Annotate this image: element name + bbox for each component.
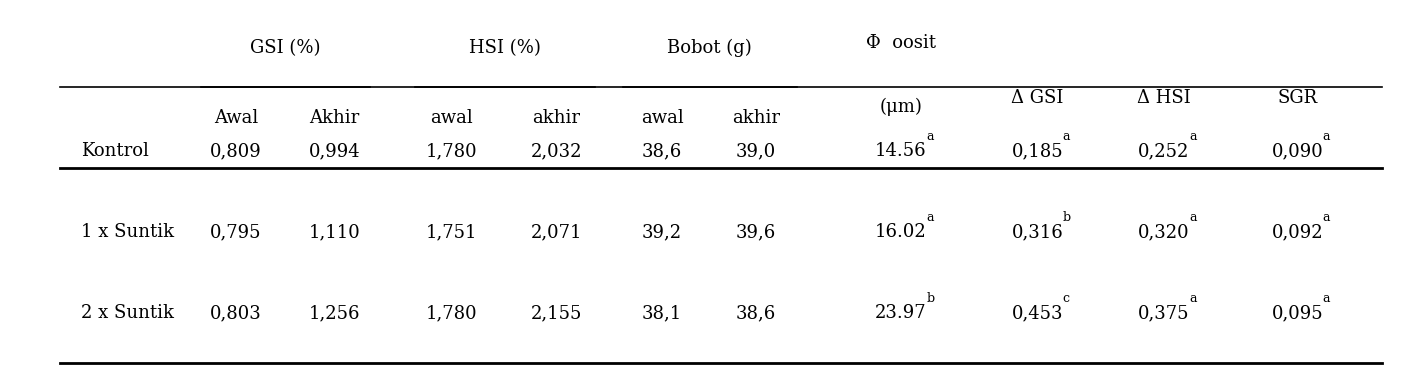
Text: 2,032: 2,032 [530,142,583,160]
Text: 0,185: 0,185 [1011,142,1063,160]
Text: 1,751: 1,751 [426,223,477,241]
Text: b: b [1063,211,1070,224]
Text: 0,320: 0,320 [1138,223,1189,241]
Text: 0,795: 0,795 [211,223,262,241]
Text: a: a [1189,211,1196,224]
Text: 39,0: 39,0 [737,142,776,160]
Text: a: a [1189,130,1196,143]
Text: 38,6: 38,6 [737,304,776,322]
Text: 38,6: 38,6 [642,142,682,160]
Text: (μm): (μm) [880,98,922,116]
Text: 2,071: 2,071 [530,223,583,241]
Text: Kontrol: Kontrol [82,142,150,160]
Text: Δ HSI: Δ HSI [1137,89,1191,107]
Text: a: a [1322,130,1331,143]
Text: Δ GSI: Δ GSI [1011,89,1063,107]
Text: 1,256: 1,256 [308,304,361,322]
Text: 0,453: 0,453 [1011,304,1063,322]
Text: a: a [926,211,933,224]
Text: a: a [1322,211,1331,224]
Text: 2 x Suntik: 2 x Suntik [82,304,174,322]
Text: SGR: SGR [1277,89,1318,107]
Text: 16.02: 16.02 [875,223,926,241]
Text: Akhir: Akhir [310,109,359,127]
Text: a: a [1322,292,1331,305]
Text: a: a [926,130,933,143]
Text: 23.97: 23.97 [875,304,926,322]
Text: 39,2: 39,2 [642,223,682,241]
Text: 1,780: 1,780 [426,142,477,160]
Text: b: b [926,292,935,305]
Text: Φ  oosit: Φ oosit [865,34,936,52]
Text: 0,994: 0,994 [308,142,361,160]
Text: 38,1: 38,1 [642,304,682,322]
Text: 0,809: 0,809 [211,142,262,160]
Text: akhir: akhir [533,109,581,127]
Text: 1 x Suntik: 1 x Suntik [82,223,174,241]
Text: 2,155: 2,155 [530,304,583,322]
Text: a: a [1063,130,1070,143]
Text: 39,6: 39,6 [737,223,776,241]
Text: awal: awal [641,109,683,127]
Text: c: c [1063,292,1069,305]
Text: 0,803: 0,803 [211,304,262,322]
Text: 0,090: 0,090 [1271,142,1324,160]
Text: 1,110: 1,110 [308,223,361,241]
Text: HSI (%): HSI (%) [468,39,540,57]
Text: Awal: Awal [214,109,259,127]
Text: 0,316: 0,316 [1011,223,1063,241]
Text: 0,095: 0,095 [1271,304,1324,322]
Text: a: a [1189,292,1196,305]
Text: awal: awal [430,109,472,127]
Text: GSI (%): GSI (%) [250,39,321,57]
Text: akhir: akhir [732,109,781,127]
Text: 0,092: 0,092 [1271,223,1324,241]
Text: 14.56: 14.56 [875,142,926,160]
Text: 0,252: 0,252 [1138,142,1189,160]
Text: 0,375: 0,375 [1138,304,1189,322]
Text: Bobot (g): Bobot (g) [667,39,752,58]
Text: 1,780: 1,780 [426,304,477,322]
